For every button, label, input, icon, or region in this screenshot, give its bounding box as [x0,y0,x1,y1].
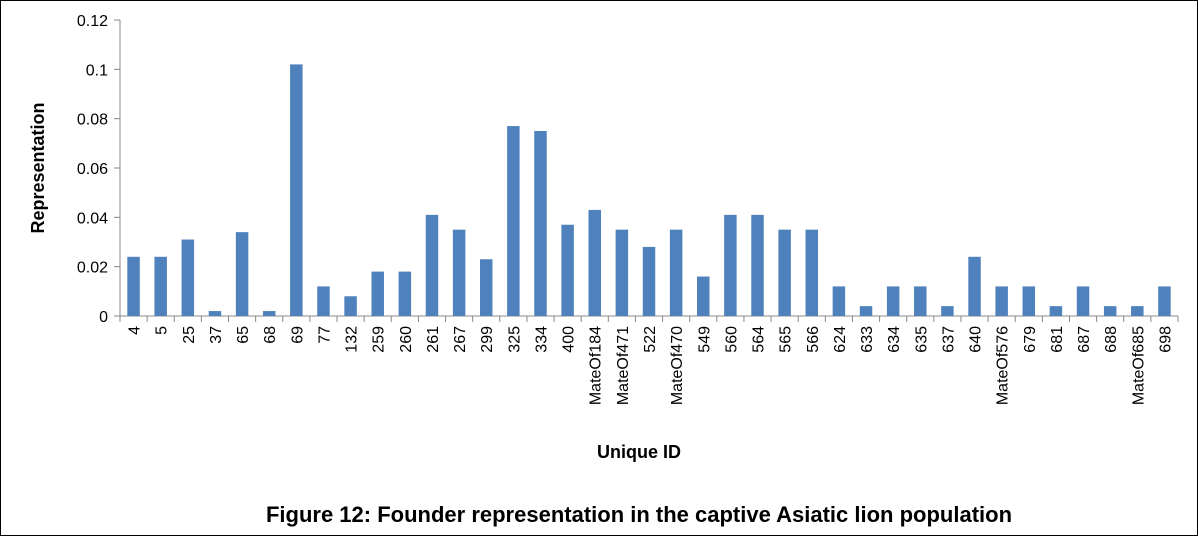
x-tick-label: 299 [479,326,496,353]
x-tick-label: 688 [1103,326,1120,353]
bar [290,64,303,317]
x-tick-label: 634 [886,326,903,353]
bar [941,306,954,316]
x-tick-label: MateOf184 [588,326,605,405]
y-tick-label: 0.06 [77,161,108,178]
x-tick-label: MateOf470 [669,326,686,405]
bar [751,214,764,316]
bar [1076,286,1090,316]
bar [452,229,466,316]
x-tick-label: 65 [235,326,252,344]
bar [859,306,873,316]
x-tick-label: 566 [805,326,822,353]
y-tick-label: 0 [99,309,108,326]
x-tick-label: 334 [533,326,550,353]
x-tick-label: 259 [371,326,388,353]
x-tick-label: MateOf685 [1130,326,1147,405]
bar [1158,286,1171,316]
x-tick-label: 564 [751,326,768,353]
bar [914,286,927,316]
x-tick-label: 698 [1157,326,1174,353]
x-tick-label: 4 [127,326,144,335]
x-tick-label: 522 [642,326,659,353]
x-tick-label: 640 [968,326,985,353]
bar [886,286,900,316]
bar [669,229,683,316]
bar [534,131,547,316]
x-tick-label: 5 [154,326,171,335]
bar [995,286,1008,316]
bar [1131,306,1144,316]
bar [1103,306,1117,316]
x-tick-label: 37 [208,326,225,344]
x-tick-label: 560 [723,326,740,353]
y-tick-label: 0.02 [77,260,108,277]
x-tick-label: MateOf576 [995,326,1012,405]
x-tick-label: MateOf471 [615,326,632,405]
bar [235,232,249,316]
chart-title: Figure 12: Founder representation in the… [266,502,1012,527]
x-tick-label: 68 [262,326,279,344]
bar [1022,286,1036,316]
y-tick-label: 0.08 [77,112,108,129]
bar [344,296,357,316]
x-tick-label: 549 [696,326,713,353]
x-axis-label: Unique ID [597,442,681,462]
bar [262,311,276,316]
x-tick-label: 325 [506,326,523,353]
y-tick-label: 0.12 [77,13,108,30]
x-tick-label: 624 [832,326,849,353]
bar [832,286,846,316]
x-tick-label: 69 [289,326,306,344]
x-tick-label: 565 [778,326,795,353]
bar [778,229,791,316]
x-tick-label: 25 [181,326,198,344]
bar [805,229,819,316]
x-tick-label: 132 [344,326,361,353]
y-axis-label: Representation [28,102,48,233]
bar [615,229,629,316]
bar [371,271,384,316]
bar [127,256,140,316]
y-tick-label: 0.1 [86,62,108,79]
x-tick-label: 637 [940,326,957,353]
bar [968,256,981,316]
x-tick-label: 681 [1049,326,1066,353]
x-tick-label: 267 [452,326,469,353]
x-tick-label: 635 [913,326,930,353]
x-tick-label: 679 [1022,326,1039,353]
bar [697,276,710,316]
bar [1049,306,1063,316]
bar [642,246,656,316]
bar [317,286,330,316]
x-tick-label: 261 [425,326,442,353]
bar [181,239,195,316]
bar [154,256,167,316]
bar [724,214,737,316]
x-tick-label: 687 [1076,326,1093,353]
x-tick-label: 77 [316,326,333,344]
x-tick-label: 400 [561,326,578,353]
bar [561,224,574,316]
bar [425,214,439,316]
bar [588,209,601,316]
bar [398,271,412,316]
bar [479,259,493,316]
x-tick-label: 633 [859,326,876,353]
bar [507,126,520,316]
y-tick-label: 0.04 [77,210,108,227]
bar [208,311,222,316]
x-tick-label: 260 [398,326,415,353]
